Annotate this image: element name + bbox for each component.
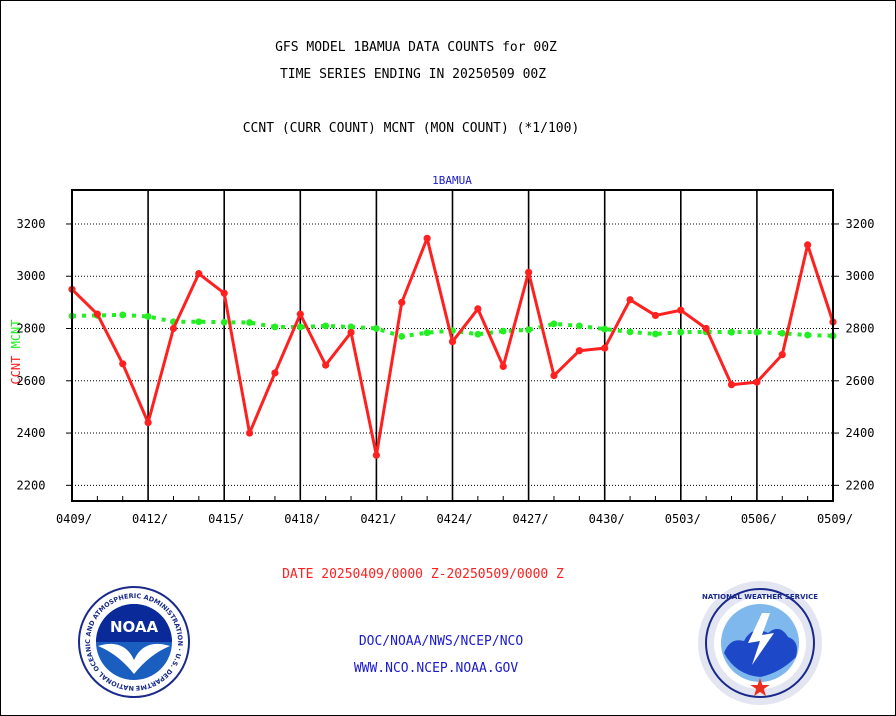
- plot-border: [71, 189, 834, 502]
- mcnt-point: [626, 328, 634, 336]
- mcnt-point: [144, 313, 152, 320]
- x-tick-label: 0503/: [665, 512, 701, 526]
- x-tick-label: 0424/: [436, 512, 472, 526]
- date-range: DATE 20250409/0000 Z-20250509/0000 Z: [282, 567, 564, 582]
- mcnt-point: [753, 328, 761, 336]
- ccnt-point: [93, 310, 101, 318]
- mcnt-point: [220, 318, 228, 326]
- ccnt-point: [804, 241, 812, 249]
- ccnt-point: [448, 337, 457, 346]
- mcnt-point: [246, 319, 253, 326]
- y-tick-label: 2800: [17, 322, 46, 336]
- mcnt-point: [778, 329, 786, 337]
- mcnt-point: [474, 330, 482, 338]
- ccnt-point: [169, 324, 178, 333]
- mcnt-point: [271, 323, 279, 331]
- mcnt-point: [677, 328, 685, 336]
- mcnt-series: [68, 311, 837, 340]
- website-link[interactable]: WWW.NCO.NCEP.NOAA.GOV: [354, 661, 519, 676]
- ccnt-point: [347, 328, 355, 337]
- ccnt-point: [702, 324, 710, 333]
- ccnt-point: [322, 361, 330, 369]
- ccnt-point: [575, 347, 583, 355]
- ccnt-point: [398, 298, 406, 306]
- y-axis-label-mcnt: MCNT: [9, 319, 23, 348]
- x-tick-label: 0509/: [817, 512, 853, 526]
- mcnt-point: [499, 327, 507, 335]
- mcnt-point: [525, 326, 532, 334]
- panel-title: 1BAMUA: [432, 174, 472, 187]
- ccnt-series: [68, 234, 837, 459]
- y-axis-label: CCNT MCNT: [9, 319, 23, 384]
- ccnt-point: [601, 344, 609, 352]
- ccnt-point: [525, 268, 533, 276]
- gridlines: [66, 190, 839, 501]
- mcnt-point: [728, 328, 735, 336]
- ccnt-point: [423, 234, 431, 242]
- x-tick-label: 0427/: [513, 512, 549, 526]
- x-tick-label: 0418/: [284, 512, 320, 526]
- ccnt-point: [296, 310, 304, 318]
- x-tick-label: 0430/: [589, 512, 625, 526]
- y-tick-label: 2400: [17, 426, 46, 440]
- ccnt-point: [499, 362, 507, 371]
- ccnt-point: [195, 270, 203, 278]
- ccnt-point: [778, 351, 786, 359]
- y-tick-label-right: 2800: [846, 322, 875, 336]
- nws-logo: NATIONAL WEATHER SERVICE: [698, 581, 822, 705]
- x-tick-label: 0421/: [360, 512, 396, 526]
- ccnt-point: [626, 296, 634, 304]
- x-tick-label: 0412/: [132, 512, 168, 526]
- mcnt-point: [195, 318, 203, 326]
- chart-subtitle: CCNT (CURR COUNT) MCNT (MON COUNT) (*1/1…: [243, 121, 580, 136]
- y-tick-label: 3200: [17, 217, 46, 231]
- mcnt-point: [347, 323, 355, 331]
- x-tick-label: 0415/: [208, 512, 244, 526]
- mcnt-point: [601, 325, 609, 333]
- ccnt-point: [677, 306, 685, 314]
- y-tick-label: 2600: [17, 374, 46, 388]
- mcnt-point: [550, 320, 558, 328]
- y-tick-label: 2200: [17, 478, 46, 492]
- mcnt-point: [423, 329, 431, 337]
- y-tick-label-right: 2200: [846, 478, 875, 492]
- ccnt-point: [220, 289, 228, 297]
- nws-ring-text: NATIONAL WEATHER SERVICE: [702, 593, 818, 601]
- star-icon: [750, 678, 770, 696]
- mcnt-point: [373, 325, 380, 332]
- ccnt-point: [651, 311, 660, 320]
- ccnt-point: [144, 418, 152, 427]
- y-tick-label-right: 3200: [846, 217, 875, 231]
- ccnt-point: [245, 429, 254, 437]
- ccnt-point: [753, 378, 761, 386]
- x-tick-label: 0506/: [741, 512, 777, 526]
- y-tick-label-right: 2600: [846, 374, 875, 388]
- ccnt-point: [372, 451, 380, 459]
- ccnt-point: [474, 305, 482, 313]
- mcnt-point: [296, 323, 304, 331]
- chart-title-line1: GFS MODEL 1BAMUA DATA COUNTS for 00Z: [275, 40, 557, 55]
- org-text: DOC/NOAA/NWS/NCEP/NCO: [359, 634, 524, 649]
- noaa-logo: NATIONAL OCEANIC AND ATMOSPHERIC ADMINIS…: [78, 586, 190, 698]
- y-tick-label-right: 2400: [846, 426, 875, 440]
- ccnt-point: [550, 371, 558, 380]
- ccnt-point: [119, 360, 127, 368]
- mcnt-point: [398, 332, 406, 340]
- mcnt-point: [804, 331, 812, 339]
- x-tick-label: 0409/: [56, 512, 92, 526]
- mcnt-point: [322, 322, 330, 330]
- y-axis-label-ccnt: CCNT: [9, 356, 23, 385]
- y-tick-label-right: 3000: [846, 269, 875, 283]
- chart-title-line2: TIME SERIES ENDING IN 20250509 00Z: [280, 67, 546, 82]
- tick-labels: 2200 2200 2400 2400 2600 2600 2800 2800 3000 3000…: [17, 217, 875, 526]
- noaa-logo-text: NOAA: [110, 618, 159, 636]
- mcnt-point: [575, 322, 583, 330]
- mcnt-point: [119, 311, 127, 319]
- y-tick-label: 3000: [17, 269, 46, 283]
- mcnt-point: [652, 330, 659, 338]
- ccnt-point: [271, 369, 279, 377]
- ccnt-point: [727, 381, 736, 389]
